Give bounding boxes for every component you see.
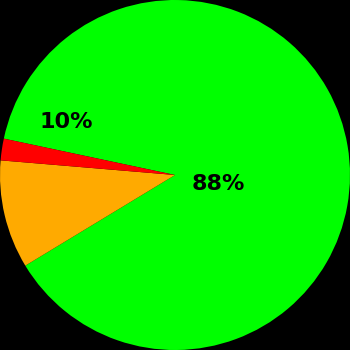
Wedge shape <box>1 139 175 175</box>
Text: 10%: 10% <box>40 112 93 133</box>
Wedge shape <box>4 0 350 350</box>
Text: 88%: 88% <box>192 174 245 194</box>
Wedge shape <box>0 160 175 266</box>
